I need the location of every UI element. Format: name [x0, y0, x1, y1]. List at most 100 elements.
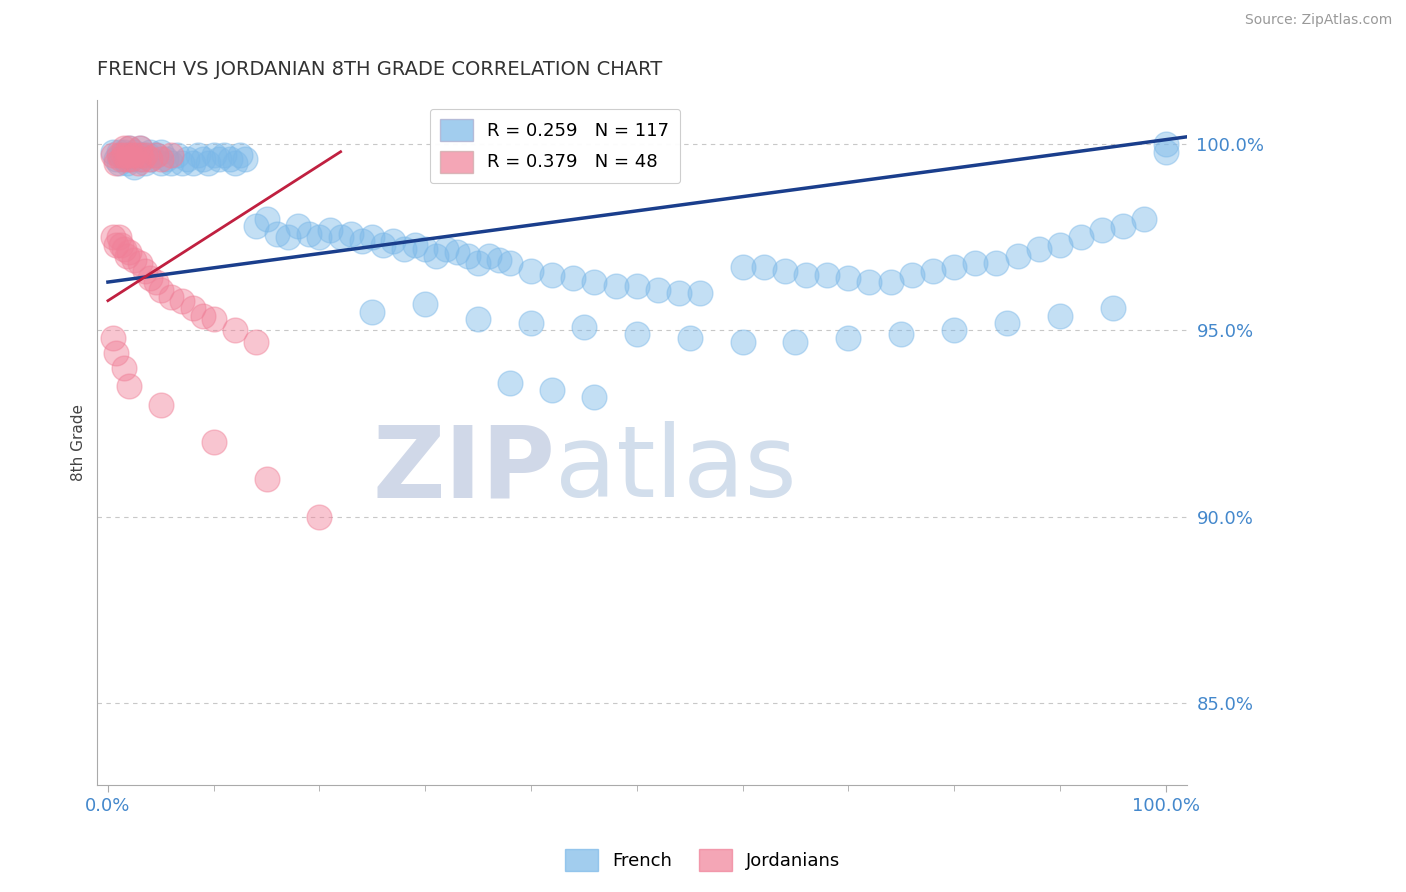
Point: [118, 141, 141, 155]
Point: [202, 312, 225, 326]
Point: [160, 156, 183, 170]
Point: [965, 256, 987, 270]
Point: [541, 268, 564, 282]
Point: [1091, 223, 1114, 237]
Point: [583, 391, 606, 405]
Point: [128, 148, 150, 162]
Point: [329, 230, 352, 244]
Point: [149, 398, 172, 412]
Point: [149, 283, 172, 297]
Point: [124, 160, 146, 174]
Point: [134, 156, 156, 170]
Point: [145, 275, 167, 289]
Point: [572, 319, 595, 334]
Point: [124, 148, 146, 162]
Point: [107, 148, 129, 162]
Point: [943, 260, 966, 275]
Point: [986, 256, 1008, 270]
Point: [120, 152, 142, 166]
Point: [404, 237, 426, 252]
Point: [488, 252, 510, 267]
Point: [626, 278, 648, 293]
Y-axis label: 8th Grade: 8th Grade: [72, 404, 86, 481]
Text: atlas: atlas: [555, 421, 797, 518]
Point: [107, 230, 129, 244]
Point: [112, 360, 135, 375]
Point: [145, 148, 167, 162]
Point: [131, 152, 153, 166]
Point: [160, 290, 183, 304]
Point: [277, 230, 299, 244]
Point: [103, 230, 125, 244]
Point: [139, 152, 162, 166]
Point: [457, 249, 479, 263]
Point: [107, 145, 129, 159]
Point: [256, 472, 278, 486]
Point: [110, 148, 132, 162]
Point: [202, 148, 225, 162]
Point: [124, 145, 146, 159]
Point: [103, 331, 125, 345]
Point: [815, 268, 838, 282]
Point: [499, 256, 522, 270]
Point: [1154, 137, 1177, 152]
Point: [605, 278, 627, 293]
Point: [224, 156, 246, 170]
Point: [583, 275, 606, 289]
Point: [191, 152, 214, 166]
Point: [176, 152, 198, 166]
Point: [361, 305, 384, 319]
Point: [103, 145, 125, 159]
Point: [170, 156, 193, 170]
Point: [467, 256, 489, 270]
Point: [900, 268, 922, 282]
Text: FRENCH VS JORDANIAN 8TH GRADE CORRELATION CHART: FRENCH VS JORDANIAN 8TH GRADE CORRELATIO…: [97, 60, 662, 78]
Point: [446, 245, 468, 260]
Legend: R = 0.259   N = 117, R = 0.379   N = 48: R = 0.259 N = 117, R = 0.379 N = 48: [430, 109, 681, 184]
Point: [115, 249, 138, 263]
Point: [105, 156, 128, 170]
Point: [499, 376, 522, 390]
Point: [382, 234, 405, 248]
Point: [128, 256, 150, 270]
Point: [678, 331, 700, 345]
Point: [214, 148, 236, 162]
Point: [1101, 301, 1123, 315]
Point: [118, 379, 141, 393]
Point: [149, 145, 172, 159]
Point: [245, 219, 267, 234]
Point: [1112, 219, 1135, 234]
Point: [149, 152, 172, 166]
Point: [287, 219, 309, 234]
Point: [118, 148, 141, 162]
Point: [155, 152, 177, 166]
Point: [858, 275, 880, 289]
Point: [124, 252, 146, 267]
Point: [1070, 230, 1092, 244]
Point: [520, 264, 543, 278]
Point: [105, 346, 128, 360]
Point: [160, 148, 183, 162]
Point: [731, 334, 754, 349]
Point: [103, 148, 125, 162]
Point: [139, 145, 162, 159]
Point: [541, 383, 564, 397]
Point: [181, 156, 204, 170]
Point: [879, 275, 901, 289]
Point: [118, 245, 141, 260]
Point: [170, 293, 193, 308]
Point: [837, 331, 859, 345]
Point: [110, 237, 132, 252]
Point: [319, 223, 342, 237]
Point: [752, 260, 775, 275]
Point: [202, 435, 225, 450]
Point: [266, 227, 288, 241]
Point: [785, 334, 807, 349]
Point: [837, 271, 859, 285]
Point: [115, 156, 138, 170]
Point: [413, 297, 436, 311]
Point: [392, 242, 415, 256]
Point: [107, 156, 129, 170]
Text: Source: ZipAtlas.com: Source: ZipAtlas.com: [1244, 13, 1392, 28]
Point: [1049, 309, 1071, 323]
